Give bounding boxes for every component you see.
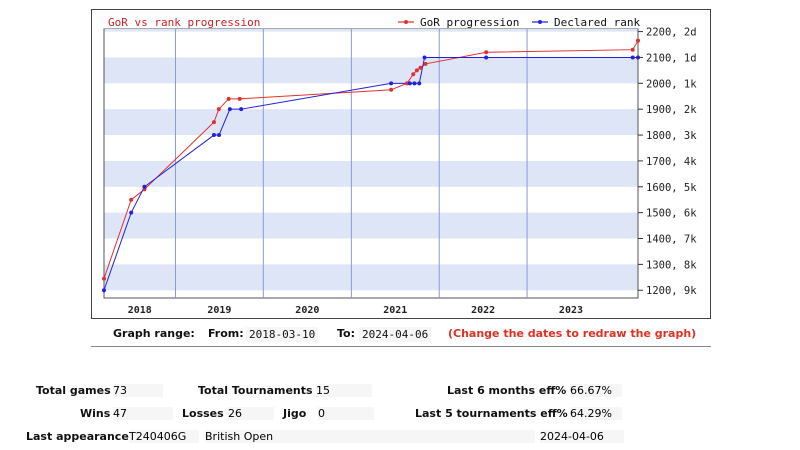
wins-value: 47	[113, 407, 173, 420]
series-point-0	[129, 197, 134, 202]
y-tick-label: 1400, 7k	[646, 234, 697, 246]
wins-label: Wins	[80, 407, 111, 420]
series-point-0	[389, 87, 394, 92]
series-point-1	[407, 81, 412, 86]
series-point-0	[404, 81, 409, 86]
series-point-1	[417, 81, 422, 86]
last6-label: Last 6 months eff%	[447, 384, 567, 397]
from-date-input[interactable]: 2018-03-10	[246, 327, 319, 342]
y-tick-label: 1200, 9k	[646, 285, 697, 297]
last-appearance-code[interactable]: T240406G	[129, 430, 199, 443]
losses-label: Losses	[182, 407, 224, 420]
to-date-input[interactable]: 2024-04-06	[359, 327, 432, 342]
series-point-0	[211, 120, 216, 125]
chart-title: GoR vs rank progression	[108, 16, 260, 29]
x-tick-label: 2020	[295, 305, 319, 316]
series-point-1	[102, 288, 106, 293]
chart-year-gridlines	[174, 29, 528, 298]
series-point-1	[239, 107, 244, 112]
chart-series-points	[102, 38, 640, 293]
jigo-label: Jigo	[283, 407, 307, 420]
last6-value: 66.67%	[570, 384, 622, 397]
y-tick-label: 1800, 3k	[646, 130, 697, 142]
series-point-0	[636, 38, 640, 43]
series-point-1	[484, 55, 489, 60]
plot-band	[104, 109, 638, 136]
stats-row-3: Last appearance T240406G British Open 20…	[0, 430, 800, 446]
series-point-0	[630, 47, 635, 52]
series-point-0	[226, 96, 231, 101]
gor-chart: 2200, 2d 2100, 1d 2000, 1k 1900, 2k 1800, 3k…	[102, 16, 697, 316]
last-appearance-label: Last appearance	[26, 430, 129, 443]
series-point-1	[142, 184, 147, 189]
chart-bands	[103, 28, 639, 299]
to-label: To:	[337, 327, 355, 340]
chart-legend: GoR progression Declared rank	[398, 16, 640, 29]
y-tick-label: 1600, 5k	[646, 182, 697, 194]
y-tick-label: 1500, 6k	[646, 208, 697, 220]
series-point-1	[630, 55, 635, 60]
plot-band	[104, 29, 638, 32]
x-tick-label: 2022	[471, 305, 495, 316]
legend-gor-marker	[404, 20, 408, 24]
y-tick-label: 2200, 2d	[646, 27, 697, 39]
series-point-1	[412, 81, 417, 86]
series-point-0	[102, 276, 106, 281]
series-point-0	[411, 72, 416, 77]
stats-row-2: Wins 47 Losses 26 Jigo 0 Last 5 tourname…	[0, 407, 800, 423]
from-label: From:	[208, 327, 244, 340]
series-point-1	[389, 81, 394, 86]
plot-band	[104, 264, 638, 291]
y-tick-label: 1300, 8k	[646, 259, 697, 271]
plot-band	[104, 57, 638, 84]
y-tick-label: 2000, 1k	[646, 78, 697, 90]
y-tick-label: 1700, 4k	[646, 156, 697, 168]
y-tick-label: 2100, 1d	[646, 52, 697, 64]
series-point-1	[129, 210, 134, 215]
series-point-0	[423, 61, 428, 66]
last-appearance-date: 2024-04-06	[540, 430, 624, 443]
x-tick-label: 2021	[383, 305, 407, 316]
series-point-1	[422, 55, 427, 60]
stats-row-1: Total games 73 Total Tournaments 15 Last…	[0, 384, 800, 400]
series-point-0	[414, 68, 419, 73]
x-tick-label: 2018	[128, 305, 152, 316]
x-tick-label: 2019	[207, 305, 231, 316]
graph-range-label: Graph range:	[113, 327, 195, 340]
legend-rank-label: Declared rank	[554, 16, 640, 29]
total-tournaments-value: 15	[316, 384, 372, 397]
series-point-0	[216, 107, 221, 112]
last5-value: 64.29%	[570, 407, 622, 420]
series-point-1	[227, 107, 232, 112]
series-point-1	[217, 133, 222, 138]
chart-x-ticks: 2018 2019 2020 2021 2022 2023	[128, 305, 583, 316]
graph-range-row: Graph range: From: 2018-03-10 To: 2024-0…	[91, 322, 711, 347]
chart-container: 2200, 2d 2100, 1d 2000, 1k 1900, 2k 1800, 3k…	[91, 9, 711, 319]
total-tournaments-label: Total Tournaments	[198, 384, 313, 397]
jigo-value: 0	[318, 407, 374, 420]
y-tick-label: 1900, 2k	[646, 104, 697, 116]
plot-band	[104, 212, 638, 239]
series-point-0	[418, 65, 423, 70]
redraw-note: (Change the dates to redraw the graph)	[448, 327, 697, 340]
total-games-label: Total games	[36, 384, 111, 397]
x-tick-label: 2023	[559, 305, 583, 316]
total-games-value: 73	[113, 384, 163, 397]
series-point-1	[211, 133, 216, 138]
series-line-0	[103, 40, 639, 279]
losses-value: 26	[228, 407, 274, 420]
plot-band	[104, 160, 638, 187]
legend-gor-label: GoR progression	[420, 16, 519, 29]
series-point-0	[484, 50, 489, 55]
series-point-0	[237, 96, 242, 101]
last-appearance-name: British Open	[205, 430, 535, 443]
chart-y-ticks: 2200, 2d 2100, 1d 2000, 1k 1900, 2k 1800, 3k…	[638, 27, 697, 297]
legend-rank-marker	[538, 20, 542, 24]
last5-label: Last 5 tournaments eff%	[415, 407, 568, 420]
